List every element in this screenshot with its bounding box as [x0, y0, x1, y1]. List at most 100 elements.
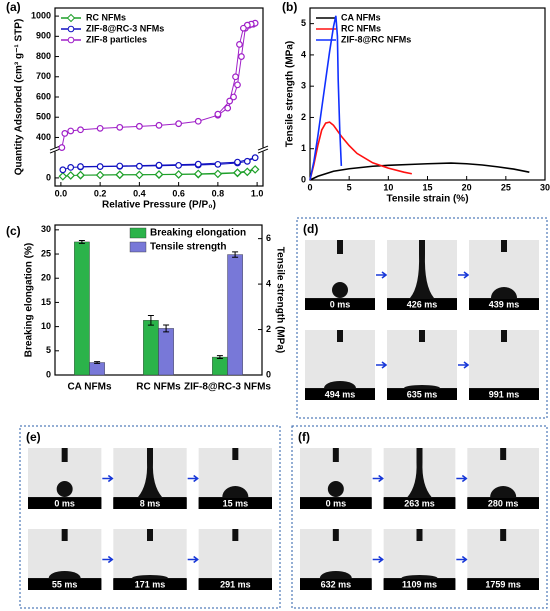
marker	[76, 170, 85, 180]
y-tick-label: 5	[46, 345, 51, 355]
y2-tick-label: 0	[266, 369, 271, 379]
frame-label: 15 ms	[223, 498, 249, 508]
legend-label: RC NFMs	[341, 23, 381, 33]
x-tick-label: 0	[307, 182, 312, 192]
frame-label-bg	[28, 579, 102, 590]
marker	[67, 127, 75, 135]
x-tick-label: 0.2	[94, 188, 107, 198]
x-tick-label: 25	[501, 182, 511, 192]
marker	[224, 104, 232, 112]
marker	[58, 144, 66, 151]
error-bar	[163, 324, 170, 333]
needle	[332, 448, 339, 462]
frame-label: 494 ms	[325, 389, 356, 399]
marker	[154, 170, 164, 179]
x-tick-label: 5	[347, 182, 352, 192]
y-tick-label: 10	[41, 321, 51, 331]
legend-label: ZIF-8 particles	[86, 34, 147, 44]
arrow	[376, 361, 388, 369]
y-tick-label: 2	[301, 112, 306, 122]
marker	[214, 110, 222, 118]
needle	[500, 529, 507, 541]
y-tick-label: 3	[301, 81, 306, 91]
bar	[89, 362, 105, 376]
x-tick-label: 0.4	[133, 188, 146, 198]
frame-label: 1109 ms	[402, 579, 437, 589]
marker	[77, 163, 84, 170]
marker	[66, 171, 76, 180]
legend-label: Breaking elongation	[150, 228, 246, 239]
arrow	[372, 474, 385, 483]
marker	[213, 169, 223, 179]
needle	[147, 529, 153, 541]
bar	[212, 356, 228, 376]
frame-label-bg	[300, 579, 372, 590]
marker	[234, 81, 241, 89]
frame-label: 635 ms	[407, 389, 438, 399]
y-axis-label: Quantity Adsorbed (cm³ g⁻¹ STP)	[14, 19, 25, 176]
arrow	[187, 474, 200, 483]
marker	[233, 168, 242, 177]
y-tick-label: 1000	[31, 10, 51, 20]
y-axis-label: Tensile strength (MPa)	[285, 41, 296, 148]
arrow	[187, 555, 200, 564]
y-tick-label: 0	[46, 172, 51, 182]
error-bar	[216, 355, 223, 360]
marker	[238, 53, 245, 60]
x-tick-label: 0.0	[55, 188, 68, 198]
marker	[155, 161, 163, 169]
x-tick-label: 0.8	[212, 188, 225, 198]
needle	[61, 529, 68, 541]
arrow	[458, 271, 470, 279]
x-tick-label: 15	[422, 182, 432, 192]
frame-label-bg	[305, 389, 375, 400]
arrow	[372, 555, 385, 564]
y2-tick-label: 4	[266, 278, 271, 288]
y-tick-label: 0	[46, 369, 51, 379]
marker	[116, 123, 124, 131]
frame-label: 0 ms	[330, 299, 351, 309]
marker	[135, 162, 143, 170]
axis-break	[257, 148, 269, 154]
frame-label: 991 ms	[489, 389, 520, 399]
frame-label-bg	[387, 389, 457, 400]
frame-label: 0 ms	[326, 498, 347, 508]
frame-label-bg	[198, 498, 272, 509]
marker	[58, 171, 68, 181]
x-axis-label: Relative Pressure (P/P₀)	[102, 200, 216, 211]
frame-label-bg	[467, 579, 539, 590]
frame-label: 280 ms	[488, 498, 519, 508]
frame-label-bg	[113, 498, 187, 509]
bar	[158, 328, 174, 376]
frame-label: 1759 ms	[485, 579, 521, 589]
marker	[193, 169, 203, 179]
marker	[230, 93, 237, 101]
frame-label-bg	[383, 498, 456, 509]
error-bar	[78, 239, 85, 244]
panel-label: (d)	[303, 222, 318, 236]
marker	[115, 170, 125, 180]
x-tick-label: 1.0	[251, 188, 264, 198]
frame-label: 439 ms	[489, 299, 520, 309]
droplet	[56, 481, 73, 497]
y-tick-label: 20	[41, 273, 51, 283]
bar	[74, 241, 90, 376]
panel-label: (b)	[282, 0, 297, 14]
y-tick-label: 900	[36, 31, 51, 41]
marker	[67, 163, 75, 171]
x-tick-label: ZIF-8@RC-3 NFMs	[184, 382, 271, 393]
marker	[232, 73, 239, 81]
marker	[155, 121, 163, 129]
arrow	[456, 555, 468, 564]
panel-label: (c)	[6, 224, 21, 238]
marker	[226, 97, 234, 105]
marker	[236, 41, 243, 48]
panel-label: (a)	[6, 0, 21, 14]
frame-label: 263 ms	[404, 498, 435, 508]
y-tick-label: 1	[301, 143, 306, 153]
frame-label-bg	[383, 579, 456, 590]
frame-label: 426 ms	[407, 299, 438, 309]
marker	[77, 126, 84, 134]
needle	[232, 529, 239, 541]
legend-swatch	[129, 241, 147, 253]
